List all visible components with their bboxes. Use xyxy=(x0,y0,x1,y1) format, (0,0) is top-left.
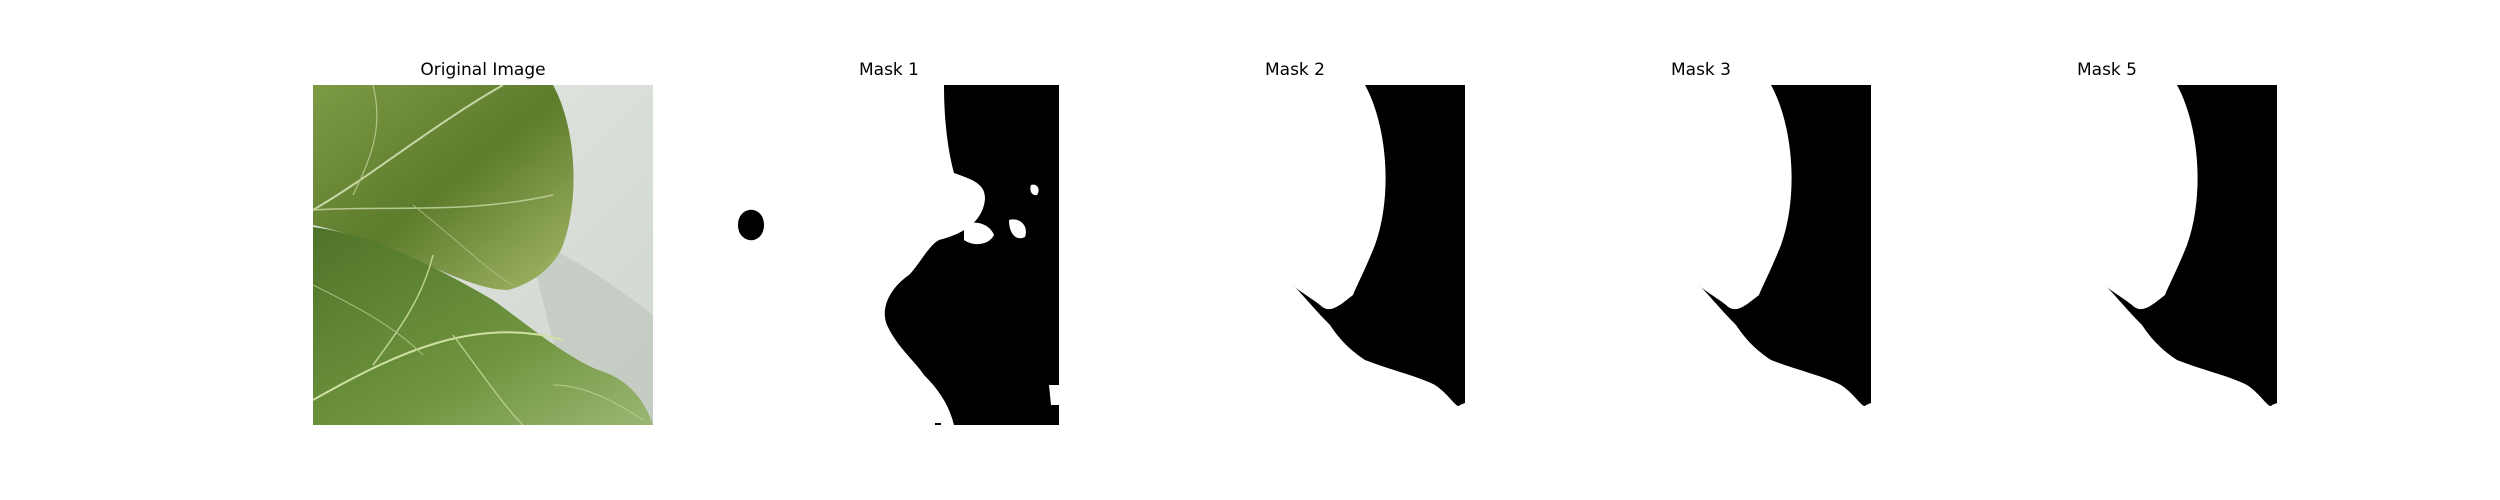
mask-3-image xyxy=(1531,85,1871,425)
panel-title: Mask 2 xyxy=(1264,60,1325,80)
panel-title: Original Image xyxy=(420,60,546,80)
panel-title: Mask 3 xyxy=(1670,60,1731,80)
mask-5-image xyxy=(1937,85,2277,425)
panel-title: Mask 1 xyxy=(858,60,919,80)
mask-2-image xyxy=(1125,85,1465,425)
original-leaf-photo xyxy=(313,85,653,425)
panel-title: Mask 5 xyxy=(2076,60,2137,80)
mask-1-image xyxy=(719,85,1059,425)
